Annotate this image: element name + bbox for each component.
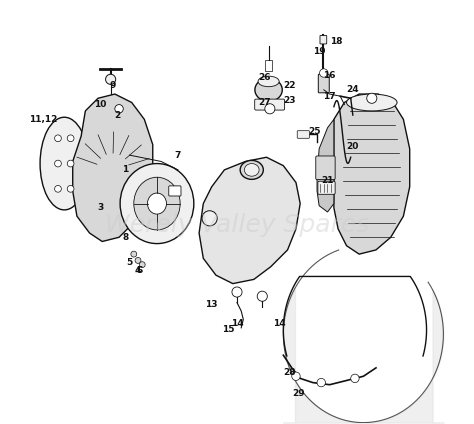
Text: 7: 7 bbox=[175, 151, 181, 159]
Text: 2: 2 bbox=[114, 111, 120, 120]
PathPatch shape bbox=[199, 157, 300, 284]
Circle shape bbox=[55, 135, 61, 142]
Ellipse shape bbox=[255, 78, 283, 101]
Ellipse shape bbox=[120, 164, 194, 244]
FancyBboxPatch shape bbox=[316, 156, 335, 180]
Text: 25: 25 bbox=[309, 128, 321, 137]
Text: 18: 18 bbox=[330, 37, 342, 46]
Circle shape bbox=[265, 104, 275, 114]
PathPatch shape bbox=[334, 94, 410, 254]
Text: 14: 14 bbox=[231, 319, 243, 328]
Text: 27: 27 bbox=[258, 98, 271, 107]
Circle shape bbox=[351, 374, 359, 382]
Text: 24: 24 bbox=[346, 85, 359, 95]
Circle shape bbox=[202, 211, 217, 226]
Circle shape bbox=[67, 185, 74, 192]
Text: 19: 19 bbox=[313, 47, 326, 56]
Circle shape bbox=[317, 378, 326, 387]
Circle shape bbox=[55, 185, 61, 192]
FancyBboxPatch shape bbox=[265, 60, 273, 71]
Text: 10: 10 bbox=[94, 100, 106, 109]
Text: 17: 17 bbox=[323, 92, 336, 100]
Text: 20: 20 bbox=[346, 142, 359, 151]
Text: 13: 13 bbox=[205, 300, 218, 309]
Circle shape bbox=[67, 135, 74, 142]
Text: 28: 28 bbox=[283, 368, 296, 377]
FancyBboxPatch shape bbox=[319, 74, 329, 93]
PathPatch shape bbox=[73, 94, 153, 242]
Ellipse shape bbox=[245, 164, 259, 176]
Circle shape bbox=[257, 291, 267, 301]
Circle shape bbox=[135, 257, 141, 263]
Circle shape bbox=[139, 262, 145, 268]
Circle shape bbox=[319, 69, 328, 77]
Ellipse shape bbox=[147, 193, 166, 214]
Text: 22: 22 bbox=[283, 81, 296, 90]
Circle shape bbox=[67, 160, 74, 167]
FancyBboxPatch shape bbox=[320, 36, 327, 44]
Text: 6: 6 bbox=[137, 266, 143, 276]
Circle shape bbox=[106, 74, 116, 84]
Ellipse shape bbox=[40, 117, 89, 210]
PathPatch shape bbox=[317, 119, 334, 212]
FancyBboxPatch shape bbox=[169, 186, 181, 196]
FancyBboxPatch shape bbox=[318, 181, 335, 194]
Circle shape bbox=[367, 93, 377, 103]
Ellipse shape bbox=[134, 177, 180, 230]
Text: 3: 3 bbox=[97, 203, 103, 212]
Text: 15: 15 bbox=[222, 326, 235, 335]
Text: 1: 1 bbox=[122, 165, 128, 174]
Text: 11,12: 11,12 bbox=[29, 115, 57, 124]
Circle shape bbox=[131, 251, 137, 257]
FancyBboxPatch shape bbox=[255, 99, 284, 110]
Text: 23: 23 bbox=[283, 96, 296, 105]
Text: Werely Valley Spares: Werely Valley Spares bbox=[105, 213, 369, 237]
Text: 21: 21 bbox=[321, 176, 334, 185]
FancyBboxPatch shape bbox=[297, 131, 310, 138]
Text: 8: 8 bbox=[122, 233, 128, 242]
Circle shape bbox=[232, 287, 242, 297]
Text: 5: 5 bbox=[127, 258, 133, 267]
Circle shape bbox=[292, 372, 300, 380]
Ellipse shape bbox=[346, 94, 397, 111]
Circle shape bbox=[115, 105, 123, 113]
Text: 26: 26 bbox=[258, 73, 271, 82]
Text: 29: 29 bbox=[292, 389, 304, 398]
Text: 4: 4 bbox=[135, 266, 141, 276]
Circle shape bbox=[55, 160, 61, 167]
Ellipse shape bbox=[240, 160, 264, 179]
Text: 9: 9 bbox=[109, 81, 116, 90]
Ellipse shape bbox=[258, 76, 279, 86]
Text: 16: 16 bbox=[323, 71, 336, 80]
Text: 14: 14 bbox=[273, 319, 285, 328]
